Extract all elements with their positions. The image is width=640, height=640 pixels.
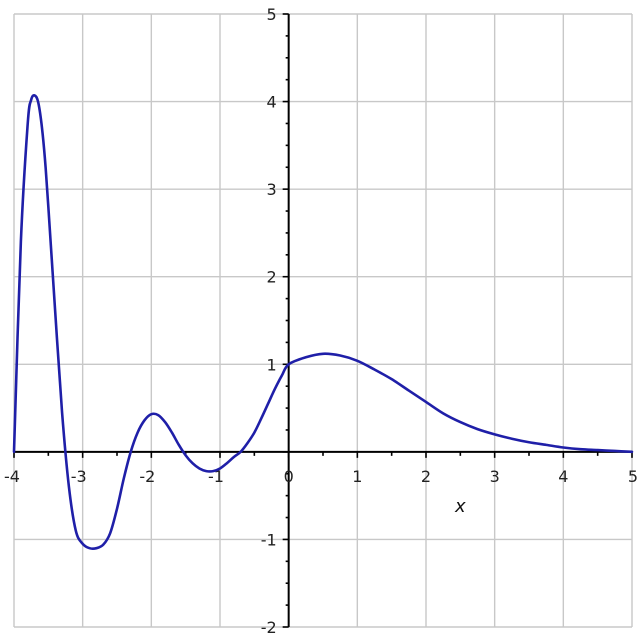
y-tick-label: 5 xyxy=(266,5,276,24)
tick-marks xyxy=(13,13,633,628)
x-tick-label: 0 xyxy=(284,467,294,486)
series-line xyxy=(12,94,634,550)
x-tick-label: 3 xyxy=(490,467,500,486)
x-tick-label: 2 xyxy=(421,467,431,486)
x-axis-label: x xyxy=(454,496,466,517)
y-tick-label: -1 xyxy=(261,530,277,549)
x-tick-label: 5 xyxy=(628,467,638,486)
x-tick-label: -2 xyxy=(139,467,155,486)
y-tick-label: 2 xyxy=(266,268,276,287)
x-tick-label: -3 xyxy=(71,467,87,486)
y-tick-label: 3 xyxy=(266,180,276,199)
x-tick-label: -4 xyxy=(4,467,20,486)
axes xyxy=(14,14,632,627)
series-group xyxy=(12,94,634,550)
x-tick-label: 4 xyxy=(558,467,568,486)
y-tick-label: 4 xyxy=(266,93,276,112)
x-tick-label: 1 xyxy=(352,467,362,486)
y-tick-label: -2 xyxy=(261,618,277,637)
grid xyxy=(13,13,633,628)
y-tick-label: 1 xyxy=(266,355,276,374)
